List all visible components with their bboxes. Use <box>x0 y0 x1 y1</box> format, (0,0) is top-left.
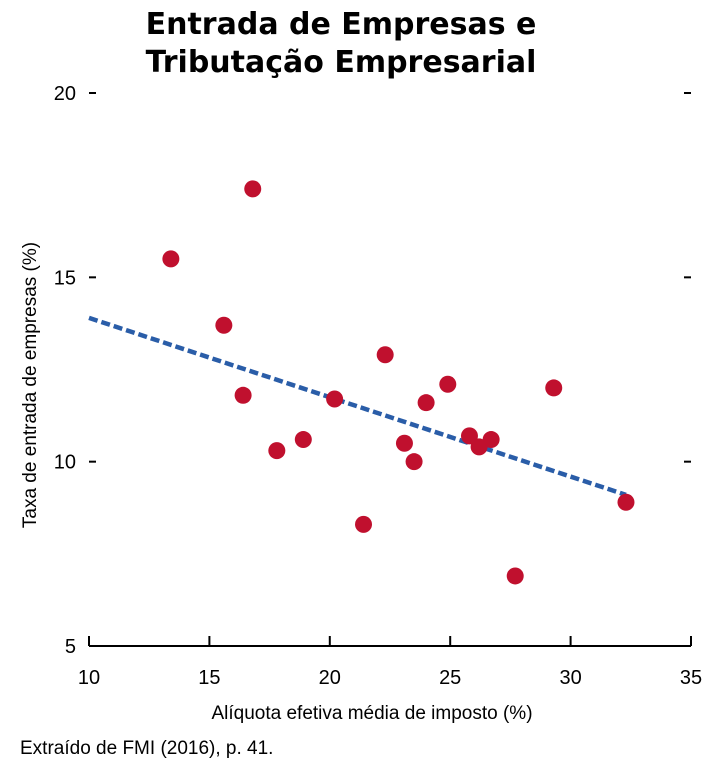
trendline-group <box>88 315 627 497</box>
data-point-13 <box>439 375 457 393</box>
x-tick-label-25: 25 <box>439 667 461 689</box>
y-tick-label-5: 5 <box>65 636 76 658</box>
data-point-8 <box>355 515 373 533</box>
x-tick-label-35: 35 <box>680 667 702 689</box>
data-point-4 <box>244 180 262 198</box>
x-axis-label: Alíquota efetiva média de imposto (%) <box>211 703 532 724</box>
data-points <box>162 180 635 585</box>
data-point-2 <box>215 316 233 334</box>
y-tick-label-10: 10 <box>54 452 76 474</box>
data-point-11 <box>405 453 423 471</box>
data-point-18 <box>545 379 563 397</box>
chart-title: Entrada de Empresas e Tributação Empresa… <box>0 6 682 82</box>
data-point-3 <box>234 386 252 404</box>
y-tick-label-15: 15 <box>54 267 76 289</box>
chart-title-line-1: Entrada de Empresas e <box>145 7 537 42</box>
data-point-9 <box>376 346 394 364</box>
data-point-6 <box>294 431 312 449</box>
x-tick-label-20: 20 <box>319 667 341 689</box>
data-point-5 <box>268 442 286 460</box>
data-point-1 <box>162 250 180 268</box>
trend-line <box>88 315 627 497</box>
y-tick-label-20: 20 <box>54 83 76 105</box>
x-tick-label-30: 30 <box>559 667 581 689</box>
data-point-7 <box>326 390 344 408</box>
source-note: Extraído de FMI (2016), p. 41. <box>20 738 274 759</box>
y-axis-label: Taxa de entrada de empresas (%) <box>20 242 41 528</box>
data-point-16 <box>482 431 500 449</box>
data-point-14 <box>460 427 478 445</box>
data-point-17 <box>506 567 524 585</box>
data-point-19 <box>617 493 635 511</box>
x-tick-label-15: 15 <box>198 667 220 689</box>
data-point-10 <box>395 434 413 452</box>
chart-title-line-2: Tributação Empresarial <box>145 45 537 80</box>
data-point-12 <box>417 394 435 412</box>
x-tick-label-10: 10 <box>78 667 100 689</box>
